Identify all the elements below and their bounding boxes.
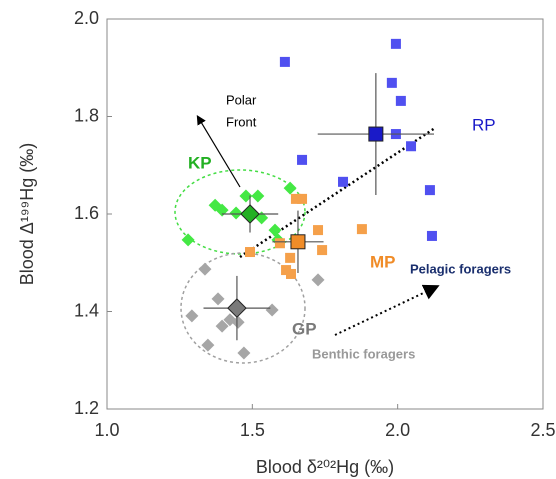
mean-point: [227, 298, 247, 318]
x-tick-label: 1.5: [240, 420, 265, 440]
point: [285, 268, 296, 279]
point: [201, 338, 215, 352]
point: [426, 230, 437, 241]
point: [211, 292, 225, 306]
mean-point: [290, 234, 306, 250]
gp-ellipse: [180, 252, 306, 364]
point: [311, 273, 325, 287]
point: [390, 38, 401, 49]
x-tick-label: 1.0: [94, 420, 119, 440]
kp-ellipse: [174, 169, 306, 255]
point: [338, 176, 349, 187]
group-label: KP: [188, 153, 212, 172]
point: [283, 181, 297, 195]
point: [297, 154, 308, 165]
point: [237, 346, 251, 360]
group-label: MP: [370, 252, 396, 271]
y-tick-label: 1.8: [74, 105, 99, 125]
point: [356, 224, 367, 235]
y-axis-label: Blood Δ¹⁹⁹Hg (‰): [17, 143, 37, 285]
point: [285, 252, 296, 263]
point: [313, 225, 324, 236]
polar-front-arrow: [196, 114, 241, 188]
point: [297, 193, 308, 204]
y-tick-label: 2.0: [74, 8, 99, 28]
point: [215, 319, 229, 333]
point: [424, 185, 435, 196]
annotation: Polar: [226, 92, 257, 107]
annotation: Pelagic foragers: [410, 261, 511, 276]
point: [229, 206, 243, 220]
annotation: Front: [226, 114, 257, 129]
point: [245, 247, 256, 258]
point: [274, 238, 285, 249]
point: [185, 309, 199, 323]
point: [290, 193, 301, 204]
point: [265, 303, 279, 317]
y-tick-label: 1.4: [74, 300, 99, 320]
y-tick-label: 1.6: [74, 203, 99, 223]
group-label: RP: [472, 115, 496, 134]
point: [181, 233, 195, 247]
mean-point: [240, 204, 260, 224]
point: [279, 56, 290, 67]
trend-line: [239, 126, 436, 259]
group-label: GP: [292, 319, 317, 338]
x-tick-label: 2.5: [530, 420, 555, 440]
point: [215, 203, 229, 217]
forager-arrow: [334, 284, 440, 336]
annotation: Benthic foragers: [312, 346, 415, 361]
y-tick-label: 1.2: [74, 398, 99, 418]
x-tick-label: 2.0: [385, 420, 410, 440]
point: [251, 189, 265, 203]
point: [386, 77, 397, 88]
point: [406, 141, 417, 152]
point: [198, 262, 212, 276]
point: [239, 189, 253, 203]
mean-point: [368, 126, 384, 142]
point: [231, 315, 245, 329]
point: [395, 95, 406, 106]
x-axis-label: Blood δ²⁰²Hg (‰): [256, 457, 394, 477]
point: [268, 223, 282, 237]
point: [317, 245, 328, 256]
